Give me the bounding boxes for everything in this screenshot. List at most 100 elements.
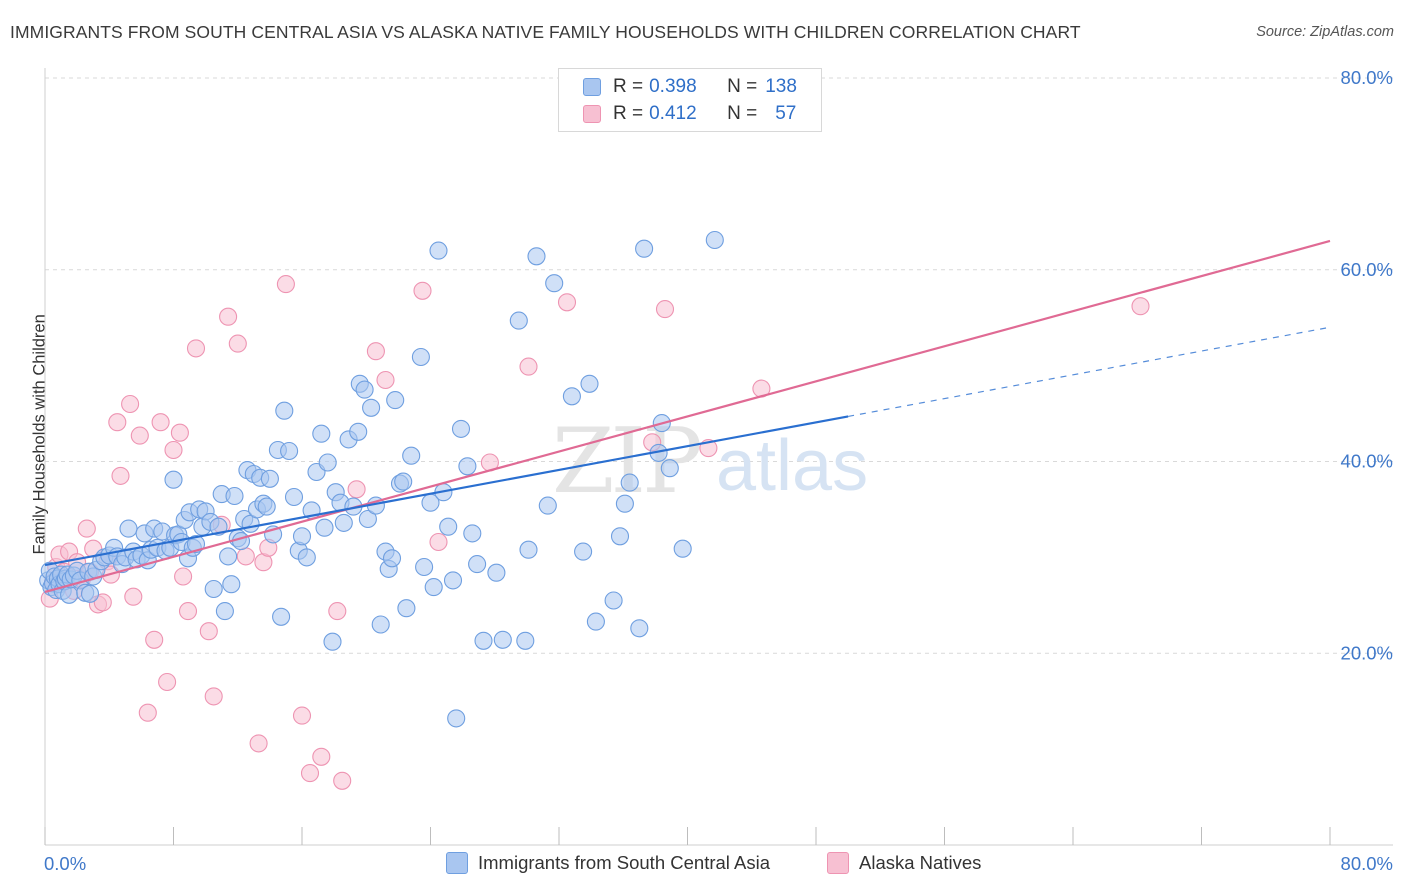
bottom-legend-label: Immigrants from South Central Asia [478,852,770,873]
bottom-legend-south-central-asia: Immigrants from South Central Asia [446,852,770,874]
correlation-legend: R = 0.398 N = 138 R = 0.412 N = 57 [558,68,822,132]
legend-n-label: N = [727,103,758,124]
south-central-asia-point [538,496,557,515]
alaska-natives-point [413,281,432,300]
south-central-asia-point [371,615,390,634]
watermark-atlas: atlas [716,426,868,506]
south-central-asia-point [516,631,535,650]
south-central-asia-point [574,542,593,561]
legend-swatch-pink [583,105,601,123]
alaska-natives-point [170,423,189,442]
y-tick-label: 40.0% [1341,451,1393,472]
south-central-asia-point [424,578,443,597]
alaska-natives-point [130,426,149,445]
south-central-asia-point [284,487,304,507]
alaska-natives-point [292,706,312,725]
south-central-asia-point [630,619,649,638]
south-central-asia-point [509,311,528,330]
legend-n-value: 138 [765,76,797,97]
south-central-asia-point [487,563,506,582]
alaska-natives-point [1131,297,1150,316]
south-central-asia-point [260,469,279,488]
south-central-asia-point [334,513,353,532]
alaska-natives-point [145,630,164,649]
south-central-asia-point [620,473,639,492]
south-central-asia-point [280,441,299,461]
legend-r-value: 0.412 [649,103,697,124]
south-central-asia-point [349,422,368,441]
y-tick-label: 20.0% [1341,642,1393,663]
y-axis-label: Family Households with Children [30,314,49,555]
bottom-legend-swatch-blue [446,852,468,874]
south-central-asia-point [451,419,471,438]
alaska-natives-point [300,764,320,783]
alaska-natives-point [312,747,331,766]
south-central-asia-point [355,380,374,399]
alaska-natives-point [151,413,170,432]
south-central-asia-point [164,470,183,489]
legend-n-label: N = [727,76,758,97]
south-central-asia-trend-extension [848,326,1331,418]
alaska-natives-point [111,466,130,485]
south-central-asia-point [318,453,337,472]
alaska-natives-point [366,342,385,361]
alaska-natives-point [204,687,223,706]
alaska-natives-point [429,532,448,552]
alaska-natives-point [164,440,183,460]
south-central-asia-point [394,472,413,491]
alaska-natives-point [236,547,255,566]
south-central-asia-point [673,539,692,558]
legend-r-label: R = [613,76,644,97]
south-central-asia-point [439,517,458,536]
bottom-legend-label: Alaska Natives [859,852,982,873]
alaska-natives-point [328,602,347,621]
alaska-natives-point [186,339,206,358]
alaska-natives-point [228,334,247,353]
legend-r-label: R = [613,103,644,124]
watermark: ZIP atlas [552,409,868,514]
south-central-asia-point [275,401,294,420]
tick-labels: 20.0% 40.0% 60.0% 80.0% 0.0% 80.0% [44,67,1393,874]
south-central-asia-point [209,517,228,536]
south-central-asia-point [119,519,138,538]
south-central-asia-point [382,549,402,568]
south-central-asia-point [60,585,79,604]
bottom-legend-swatch-pink [827,852,849,874]
south-central-asia-point [443,571,463,590]
south-central-asia-point [257,497,276,516]
alaska-natives-point [276,275,295,294]
x-tick-label-min: 0.0% [44,853,86,874]
south-central-asia-point [580,374,599,393]
alaska-natives-point [158,672,177,692]
south-central-asia-point [545,274,564,293]
south-central-asia-point [429,241,448,260]
y-tick-label: 60.0% [1341,259,1393,280]
alaska-natives-point [557,293,577,312]
south-central-asia-point [660,459,679,478]
south-central-asia-point [323,632,342,651]
south-central-asia-point [215,602,234,621]
alaska-natives-point [249,734,268,753]
alaska-natives-point [519,357,538,376]
south-central-asia-point [519,540,538,559]
south-central-asia-point [615,494,634,513]
alaska-natives-point [347,480,366,499]
south-central-asia-point [411,347,430,367]
alaska-natives-point [219,307,238,326]
south-central-asia-trend-line [44,415,849,567]
south-central-asia-point [358,509,377,529]
axes [44,68,1393,846]
south-central-asia-point [386,391,405,410]
south-central-asia-point [527,247,546,266]
south-central-asia-point [186,534,206,554]
alaska-natives-point [77,519,96,538]
alaska-natives-point [199,622,218,641]
south-central-asia-point [493,630,512,649]
legend-swatch-blue [583,78,601,96]
south-central-asia-point [204,579,223,599]
alaska-natives-point [333,771,352,790]
bottom-legend-alaska-natives: Alaska Natives [827,852,981,874]
alaska-natives-point [124,587,143,606]
legend-row-alaska-natives: R = 0.412 N = 57 [583,102,796,126]
